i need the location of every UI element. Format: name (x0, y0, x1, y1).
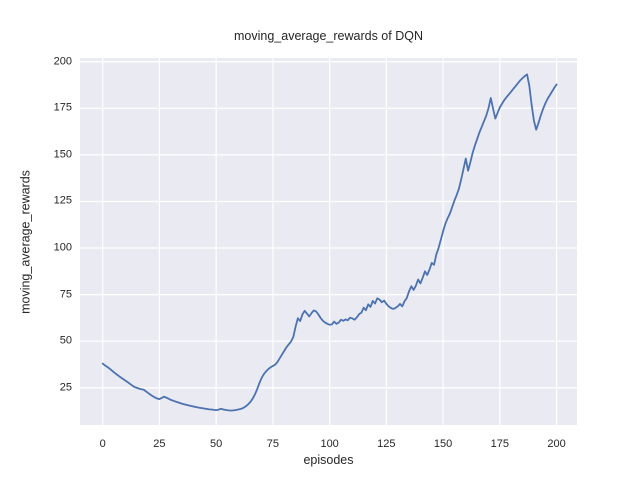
x-tick-label: 175 (490, 438, 510, 450)
x-axis-label: episodes (303, 453, 354, 467)
x-tick-label: 150 (433, 438, 453, 450)
y-tick-label: 125 (53, 194, 72, 207)
y-tick-label: 75 (59, 288, 72, 301)
y-axis-label: moving_average_rewards (18, 170, 33, 314)
x-tick-label: 25 (153, 438, 166, 450)
y-tick-label: 150 (53, 148, 72, 161)
x-tick-label: 50 (210, 438, 223, 450)
x-tick-label: 200 (547, 438, 566, 450)
x-tick-label: 100 (320, 438, 339, 450)
chart-svg (80, 58, 577, 425)
y-tick-label: 25 (59, 381, 72, 394)
chart-title: moving_average_rewards of DQN (234, 29, 423, 43)
plot-area (80, 58, 577, 425)
y-tick-label: 100 (53, 241, 72, 254)
reward-line (101, 73, 558, 412)
x-tick-label: 0 (99, 438, 106, 450)
x-tick-label: 125 (377, 438, 396, 450)
y-tick-label: 200 (53, 55, 72, 68)
y-tick-label: 50 (59, 334, 72, 347)
x-tick-label: 75 (266, 438, 280, 450)
y-tick-label: 175 (53, 101, 72, 114)
